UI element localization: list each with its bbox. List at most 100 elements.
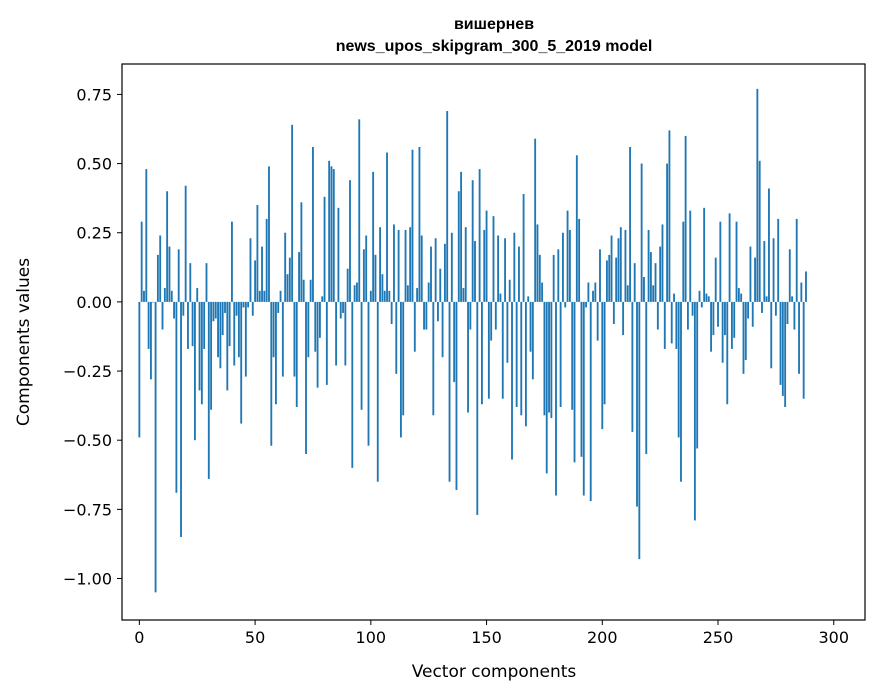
bar [529, 301, 532, 352]
bar [562, 232, 564, 302]
bar [254, 260, 257, 302]
bar [275, 301, 277, 405]
bar [527, 296, 530, 302]
bar [592, 290, 594, 302]
bar [156, 254, 159, 302]
bar [631, 301, 634, 432]
bar [450, 232, 453, 302]
bar [198, 301, 201, 391]
bar [485, 210, 488, 302]
bar [381, 274, 384, 302]
bar [372, 171, 375, 302]
bar [622, 301, 625, 336]
bar [261, 246, 263, 302]
bar [795, 218, 798, 302]
y-tick-label: −0.50 [63, 431, 112, 450]
bar [555, 301, 557, 496]
bar [559, 301, 562, 407]
bar [730, 301, 733, 349]
bar [159, 235, 162, 302]
bar [763, 241, 766, 302]
bar [786, 301, 789, 325]
bar [173, 301, 175, 319]
bar [286, 274, 289, 302]
bar [420, 235, 423, 302]
bar [652, 285, 655, 302]
bar [356, 282, 358, 302]
bar [647, 229, 650, 302]
bar [749, 246, 752, 302]
bar [328, 160, 331, 302]
bar [231, 221, 233, 302]
bar [298, 252, 300, 302]
bar [689, 210, 692, 302]
bar [411, 149, 414, 302]
bars-group [138, 88, 807, 593]
y-axis-label: Components values [14, 258, 34, 426]
bar [351, 301, 354, 468]
bar [675, 301, 678, 349]
x-tick-label: 100 [356, 628, 387, 647]
bar [536, 224, 539, 302]
bar [244, 301, 247, 377]
bar [719, 221, 722, 302]
bar [490, 301, 493, 341]
bar [446, 111, 449, 302]
bar [402, 301, 405, 416]
bar [152, 301, 155, 303]
bar [406, 285, 409, 302]
bar [409, 227, 412, 302]
bar [210, 301, 213, 410]
bar [302, 279, 305, 302]
bar [654, 263, 657, 302]
bar [300, 202, 303, 302]
bar [693, 301, 696, 521]
bar [761, 301, 763, 313]
plot-frame [121, 63, 866, 621]
bar [413, 301, 416, 352]
bar [295, 301, 298, 407]
bar [335, 301, 338, 366]
bar [145, 169, 148, 302]
bar [712, 301, 715, 336]
bar [439, 268, 442, 302]
bar [143, 290, 145, 302]
bar [184, 185, 187, 302]
bar [793, 301, 796, 330]
bar [691, 301, 694, 316]
bar [687, 301, 689, 330]
bar [344, 301, 347, 366]
bar [534, 138, 537, 302]
bar [541, 282, 544, 302]
bar [582, 301, 585, 496]
bar [279, 290, 282, 302]
bar [661, 224, 664, 302]
bar [487, 301, 490, 399]
bar [724, 301, 726, 336]
bar [770, 301, 773, 369]
bar [203, 301, 206, 349]
bar [464, 227, 467, 302]
bar [277, 301, 280, 313]
bar [508, 279, 511, 302]
bar [453, 301, 456, 383]
bar [383, 290, 386, 302]
bar [233, 301, 236, 366]
bar [307, 301, 310, 358]
bar [474, 241, 476, 302]
bar [670, 301, 673, 344]
bar [191, 301, 194, 347]
bar [504, 238, 506, 302]
bar [251, 301, 254, 316]
bar [189, 263, 192, 302]
x-tick-label: 150 [471, 628, 502, 647]
bar [781, 301, 784, 396]
x-tick-label: 0 [134, 628, 144, 647]
bar [242, 301, 245, 308]
bar [548, 301, 550, 413]
bar [700, 301, 703, 308]
bar [492, 216, 495, 302]
chart-subtitle: news_upos_skipgram_300_5_2019 model [336, 38, 653, 55]
bar [362, 249, 365, 302]
bar [497, 235, 500, 302]
